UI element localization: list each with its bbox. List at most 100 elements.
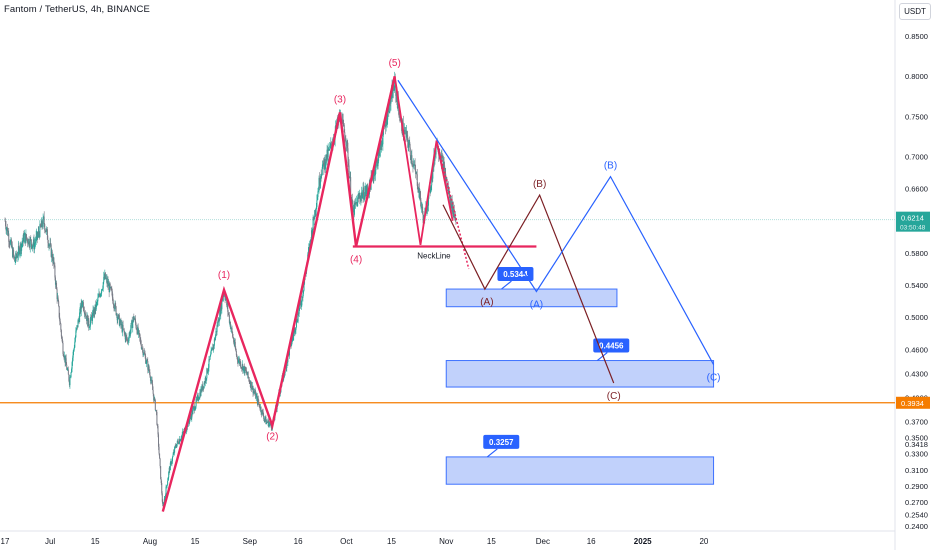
candle-body (452, 202, 454, 216)
candle-body (214, 339, 216, 341)
candle-body (72, 357, 74, 363)
candle-body (145, 356, 147, 364)
target-badge-label: 0.4456 (599, 342, 624, 351)
candle-body (430, 185, 432, 190)
candle-body (361, 192, 363, 199)
candle-body (404, 130, 406, 132)
price-tick-label: 0.5400 (905, 281, 928, 290)
candle-body (447, 185, 449, 194)
candle-body (80, 307, 82, 312)
candle-body (297, 313, 299, 322)
impulse-wave-label: (4) (350, 254, 362, 265)
candle-body (119, 319, 121, 322)
candle-body (286, 362, 288, 363)
candle-body (326, 154, 328, 161)
currency-unit-button[interactable]: USDT (899, 3, 931, 20)
candle-body (211, 349, 213, 351)
candle-body (426, 210, 428, 214)
candle-body (27, 239, 29, 243)
candle-body (312, 229, 314, 236)
candle-body (19, 250, 21, 255)
candle-body (440, 155, 442, 164)
candle-body (404, 129, 406, 131)
candle-body (316, 196, 318, 201)
candle-body (394, 76, 396, 90)
candle-body (126, 339, 128, 341)
candle-body (18, 246, 20, 248)
candle-body (247, 371, 249, 378)
candle-body (69, 377, 71, 386)
candle-body (398, 107, 400, 117)
time-axis[interactable]: 17 Jul 15 Aug 15 Sep 16 Oct 15 Nov 15 Dec 16 2025 20 (1, 537, 709, 546)
time-tick-label: Sep (243, 537, 258, 546)
candle-body (315, 207, 317, 210)
candle-body (309, 240, 311, 250)
impulse-wave-label: (5) (389, 58, 401, 69)
candle-body (390, 98, 392, 104)
candle-body (74, 341, 76, 348)
candle-body (422, 213, 424, 224)
candle-body (257, 398, 259, 404)
candle-body (323, 163, 325, 170)
candle-body (454, 216, 456, 221)
candle-body (406, 131, 408, 135)
candle-body (422, 206, 424, 214)
candle-body (243, 366, 245, 368)
candle-body (286, 362, 288, 369)
candle-body (382, 134, 384, 145)
candle-body (352, 207, 354, 213)
candle-body (443, 162, 445, 166)
candle-body (64, 355, 66, 359)
candle-body (118, 315, 120, 326)
candle-body (153, 398, 155, 401)
candle-body (61, 336, 63, 339)
candle-body (83, 309, 85, 312)
candle-body (256, 395, 258, 397)
price-axis[interactable]: 0.8500 0.8000 0.7500 0.7000 0.6600 0.5800 0.54… (896, 32, 930, 531)
candle-body (345, 145, 347, 146)
candle-body (91, 316, 93, 321)
candle-body (206, 368, 208, 379)
candle-body (380, 143, 382, 146)
candle-body (36, 232, 38, 237)
candle-body (419, 191, 421, 199)
candle-body (47, 243, 49, 247)
candle-body (318, 177, 320, 192)
candle-body (18, 247, 20, 255)
candle-body (380, 143, 382, 146)
candle-body (149, 376, 151, 381)
candle-body (139, 333, 141, 338)
candle-body (453, 209, 455, 216)
candle-body (253, 390, 255, 394)
candle-body (142, 354, 144, 355)
candle-body (266, 421, 268, 423)
candle-body (131, 320, 133, 328)
candle-body (236, 355, 238, 358)
candle-body (403, 129, 405, 135)
candle-body (151, 379, 153, 385)
candle-body (225, 298, 227, 300)
candle-body (171, 456, 173, 462)
candle-body (34, 242, 36, 244)
candle-body (249, 383, 251, 387)
candle-body (124, 333, 126, 340)
candle-body (158, 434, 160, 447)
candle-body (301, 296, 303, 306)
candle-body (169, 467, 171, 471)
candle-body (10, 239, 12, 248)
candle-body (211, 347, 213, 350)
chart-grid (0, 0, 896, 550)
candle-body (360, 192, 362, 197)
candle-body (75, 330, 77, 338)
candle-body (146, 360, 148, 362)
candle-body (411, 163, 413, 165)
candle-body (26, 238, 28, 240)
candle-body (152, 390, 154, 394)
candle-body (78, 319, 80, 323)
candle-body (294, 328, 296, 333)
candle-body (12, 246, 14, 257)
candle-body (210, 354, 212, 357)
candle-body (115, 302, 117, 307)
candle-body (417, 189, 419, 193)
